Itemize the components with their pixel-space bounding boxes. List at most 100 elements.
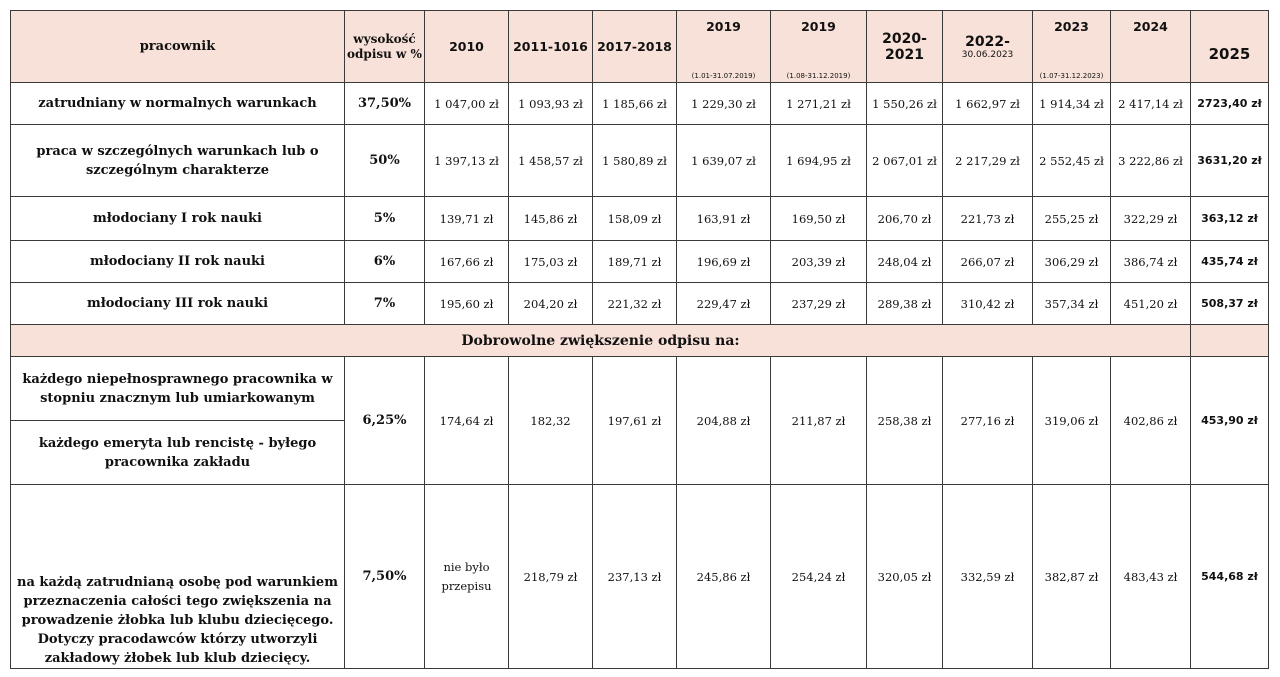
table-row: każdego emeryta lub rencistę - byłego pr…: [10, 420, 1269, 485]
value-cell: 1 397,13 zł: [424, 124, 509, 197]
value-cell: 1 229,30 zł: [676, 82, 771, 125]
value-cell: 221,73 zł: [942, 196, 1033, 241]
value-cell: 174,64 zł: [424, 356, 509, 485]
section-empty: [1190, 324, 1269, 357]
header-percent: wysokość odpisu w %: [344, 10, 425, 83]
value-cell: 451,20 zł: [1110, 282, 1191, 325]
value-cell: 310,42 zł: [942, 282, 1033, 325]
table-row: młodociany III rok nauki 7% 195,60 zł 204,2…: [10, 282, 1269, 325]
header-sub: (1.01-31.07.2019): [691, 72, 756, 80]
value-cell: 237,29 zł: [770, 282, 867, 325]
row-label: młodociany III rok nauki: [10, 282, 345, 325]
row-label: młodociany I rok nauki: [10, 196, 345, 241]
header-sub: (1.08-31.12.2019): [786, 72, 851, 80]
header-label: 2020-2021: [882, 30, 927, 63]
value-cell: 2 417,14 zł: [1110, 82, 1191, 125]
header-sub: (1.07-31.12.2023): [1039, 72, 1104, 80]
value-cell: 158,09 zł: [592, 196, 677, 241]
header-label: 2022-: [965, 33, 1010, 50]
value-cell: nie było przepisu: [424, 484, 509, 669]
value-cell: 386,74 zł: [1110, 240, 1191, 283]
value-cell: 245,86 zł: [676, 484, 771, 669]
value-cell: 258,38 zł: [866, 356, 943, 485]
header-2022: 2022- 30.06.2023: [942, 10, 1033, 83]
row-percent: 37,50%: [344, 82, 425, 125]
value-cell: 204,88 zł: [676, 356, 771, 485]
header-2023: 2023 (1.07-31.12.2023): [1032, 10, 1111, 83]
header-label: 2023: [1054, 19, 1089, 34]
value-cell: 1 694,95 zł: [770, 124, 867, 197]
value-cell: 237,13 zł: [592, 484, 677, 669]
header-label: 2017-2018: [597, 39, 672, 54]
value-cell: 332,59 zł: [942, 484, 1033, 669]
header-label: 2019: [706, 19, 741, 34]
value-cell: 248,04 zł: [866, 240, 943, 283]
section-row: Dobrowolne zwiększenie odpisu na:: [10, 324, 1269, 357]
value-cell: 254,24 zł: [770, 484, 867, 669]
value-cell: 206,70 zł: [866, 196, 943, 241]
value-cell: 203,39 zł: [770, 240, 867, 283]
table-row: każdego niepełnosprawnego pracownika w s…: [10, 356, 1269, 485]
value-cell: 195,60 zł: [424, 282, 509, 325]
value-cell: 1 458,57 zł: [508, 124, 593, 197]
row-label: każdego niepełnosprawnego pracownika w s…: [10, 356, 345, 421]
value-cell: 2 067,01 zł: [866, 124, 943, 197]
value-cell: 3631,20 zł: [1190, 124, 1269, 197]
value-cell: 229,47 zł: [676, 282, 771, 325]
row-percent: 6%: [344, 240, 425, 283]
row-label: każdego emeryta lub rencistę - byłego pr…: [10, 420, 345, 485]
table-row: młodociany I rok nauki 5% 139,71 zł 145,86 …: [10, 196, 1269, 241]
value-cell: 255,25 zł: [1032, 196, 1111, 241]
row-percent: 7,50%: [344, 484, 425, 669]
section-title: Dobrowolne zwiększenie odpisu na:: [10, 324, 1191, 357]
header-label: 2019: [801, 19, 836, 34]
value-cell: 211,87 zł: [770, 356, 867, 485]
value-cell: 277,16 zł: [942, 356, 1033, 485]
header-2019b: 2019 (1.08-31.12.2019): [770, 10, 867, 83]
row-label: zatrudniany w normalnych warunkach: [10, 82, 345, 125]
header-2025: 2025: [1190, 10, 1269, 83]
value-cell: 2 552,45 zł: [1032, 124, 1111, 197]
value-cell: 182,32: [508, 356, 593, 485]
value-cell: 1 550,26 zł: [866, 82, 943, 125]
value-cell: 189,71 zł: [592, 240, 677, 283]
value-cell: 382,87 zł: [1032, 484, 1111, 669]
value-cell: 1 580,89 zł: [592, 124, 677, 197]
value-cell: 163,91 zł: [676, 196, 771, 241]
row-percent: 5%: [344, 196, 425, 241]
value-cell: 1 093,93 zł: [508, 82, 593, 125]
value-cell: 357,34 zł: [1032, 282, 1111, 325]
header-employee: pracownik: [10, 10, 345, 83]
header-2020: 2020-2021: [866, 10, 943, 83]
value-cell: 197,61 zł: [592, 356, 677, 485]
value-cell: 544,68 zł: [1190, 484, 1269, 669]
value-cell: 2 217,29 zł: [942, 124, 1033, 197]
value-cell: 319,06 zł: [1032, 356, 1111, 485]
header-label: 2025: [1208, 44, 1251, 63]
header-label: 2010: [449, 39, 484, 54]
header-sub: 30.06.2023: [961, 49, 1014, 60]
table-row: praca w szczególnych warunkach lub o szc…: [10, 124, 1269, 197]
value-cell: 3 222,86 zł: [1110, 124, 1191, 197]
value-cell: 196,69 zł: [676, 240, 771, 283]
header-2010: 2010: [424, 10, 509, 83]
value-cell: 1 639,07 zł: [676, 124, 771, 197]
value-cell: 508,37 zł: [1190, 282, 1269, 325]
header-label: 2011-1016: [513, 39, 588, 54]
value-cell: 1 914,34 zł: [1032, 82, 1111, 125]
header-label: 2024: [1133, 19, 1168, 34]
value-cell: 218,79 zł: [508, 484, 593, 669]
header-2011: 2011-1016: [508, 10, 593, 83]
value-cell: 1 271,21 zł: [770, 82, 867, 125]
header-2019a: 2019 (1.01-31.07.2019): [676, 10, 771, 83]
value-cell: 1 047,00 zł: [424, 82, 509, 125]
table-row: zatrudniany w normalnych warunkach 37,50%…: [10, 82, 1269, 125]
value-cell: 1 185,66 zł: [592, 82, 677, 125]
value-cell: 175,03 zł: [508, 240, 593, 283]
header-row: pracownik wysokość odpisu w % 2010 2011-…: [10, 10, 1269, 83]
value-cell: 167,66 zł: [424, 240, 509, 283]
row-percent: 50%: [344, 124, 425, 197]
odpis-table: pracownik wysokość odpisu w % 2010 2011-…: [10, 10, 1269, 669]
table-row: młodociany II rok nauki 6% 167,66 zł 175,03…: [10, 240, 1269, 283]
table-row: na każdą zatrudnianą osobę pod warunkiem…: [10, 484, 1269, 669]
